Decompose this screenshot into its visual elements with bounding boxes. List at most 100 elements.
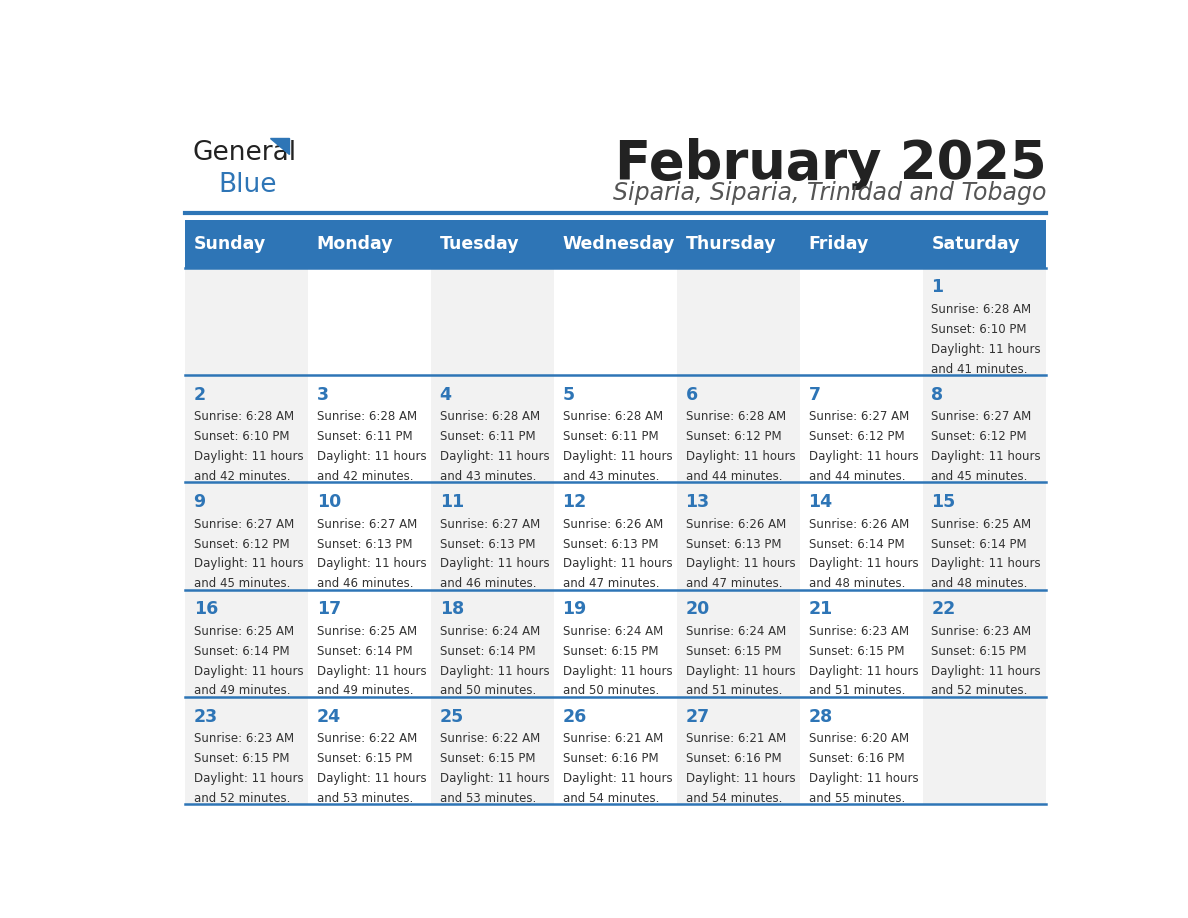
Text: and 47 minutes.: and 47 minutes.: [685, 577, 782, 590]
Text: Daylight: 11 hours: Daylight: 11 hours: [316, 772, 426, 785]
Text: Daylight: 11 hours: Daylight: 11 hours: [685, 557, 795, 570]
Text: 27: 27: [685, 708, 709, 725]
Text: and 48 minutes.: and 48 minutes.: [809, 577, 905, 590]
Text: Sunset: 6:13 PM: Sunset: 6:13 PM: [316, 538, 412, 551]
Text: Sunset: 6:16 PM: Sunset: 6:16 PM: [685, 752, 782, 765]
Text: Sunset: 6:16 PM: Sunset: 6:16 PM: [563, 752, 658, 765]
Text: Sunset: 6:10 PM: Sunset: 6:10 PM: [194, 431, 289, 443]
Text: Daylight: 11 hours: Daylight: 11 hours: [931, 665, 1041, 677]
Text: Sunrise: 6:21 AM: Sunrise: 6:21 AM: [563, 733, 663, 745]
Text: Sunset: 6:12 PM: Sunset: 6:12 PM: [809, 431, 904, 443]
Text: 16: 16: [194, 600, 217, 619]
Text: 19: 19: [563, 600, 587, 619]
Text: February 2025: February 2025: [614, 139, 1047, 190]
Text: Sunset: 6:15 PM: Sunset: 6:15 PM: [316, 752, 412, 765]
Text: and 52 minutes.: and 52 minutes.: [931, 685, 1028, 698]
Text: Sunrise: 6:27 AM: Sunrise: 6:27 AM: [194, 518, 293, 531]
Text: Sunrise: 6:27 AM: Sunrise: 6:27 AM: [931, 410, 1031, 423]
Text: Tuesday: Tuesday: [440, 235, 519, 252]
Bar: [431, 375, 555, 482]
Text: 21: 21: [809, 600, 833, 619]
Bar: [185, 268, 309, 375]
Text: Sunrise: 6:27 AM: Sunrise: 6:27 AM: [809, 410, 909, 423]
Text: Daylight: 11 hours: Daylight: 11 hours: [685, 772, 795, 785]
Bar: [185, 697, 309, 804]
Text: Daylight: 11 hours: Daylight: 11 hours: [440, 450, 549, 463]
Text: Sunset: 6:11 PM: Sunset: 6:11 PM: [316, 431, 412, 443]
Text: Sunrise: 6:23 AM: Sunrise: 6:23 AM: [931, 625, 1031, 638]
Text: and 50 minutes.: and 50 minutes.: [563, 685, 659, 698]
Text: 4: 4: [440, 386, 451, 404]
Bar: [431, 482, 555, 589]
Text: Sunset: 6:15 PM: Sunset: 6:15 PM: [194, 752, 289, 765]
Bar: [923, 268, 1047, 375]
Text: 23: 23: [194, 708, 217, 725]
Text: 25: 25: [440, 708, 463, 725]
Text: and 53 minutes.: and 53 minutes.: [440, 791, 536, 805]
Text: Sunrise: 6:26 AM: Sunrise: 6:26 AM: [809, 518, 909, 531]
Bar: [185, 375, 309, 482]
Text: Sunrise: 6:28 AM: Sunrise: 6:28 AM: [440, 410, 539, 423]
Text: Sunset: 6:13 PM: Sunset: 6:13 PM: [440, 538, 535, 551]
Bar: [185, 482, 309, 589]
Text: Daylight: 11 hours: Daylight: 11 hours: [194, 450, 303, 463]
Text: Sunrise: 6:24 AM: Sunrise: 6:24 AM: [685, 625, 785, 638]
Text: Daylight: 11 hours: Daylight: 11 hours: [194, 772, 303, 785]
Text: and 45 minutes.: and 45 minutes.: [194, 577, 290, 590]
Text: Daylight: 11 hours: Daylight: 11 hours: [194, 665, 303, 677]
Bar: [923, 589, 1047, 697]
Bar: [801, 589, 923, 697]
Text: and 51 minutes.: and 51 minutes.: [685, 685, 782, 698]
Text: Daylight: 11 hours: Daylight: 11 hours: [931, 557, 1041, 570]
Text: and 49 minutes.: and 49 minutes.: [194, 685, 290, 698]
Text: 17: 17: [316, 600, 341, 619]
Text: Sunset: 6:10 PM: Sunset: 6:10 PM: [931, 323, 1026, 336]
Bar: [185, 219, 309, 268]
Text: Sunset: 6:14 PM: Sunset: 6:14 PM: [194, 644, 289, 658]
Text: Thursday: Thursday: [685, 235, 776, 252]
Bar: [677, 375, 801, 482]
Text: 1: 1: [931, 278, 943, 297]
Text: and 53 minutes.: and 53 minutes.: [316, 791, 413, 805]
Text: Sunrise: 6:26 AM: Sunrise: 6:26 AM: [563, 518, 663, 531]
Bar: [555, 268, 677, 375]
Text: Daylight: 11 hours: Daylight: 11 hours: [440, 557, 549, 570]
Text: and 54 minutes.: and 54 minutes.: [563, 791, 659, 805]
Text: Sunrise: 6:25 AM: Sunrise: 6:25 AM: [194, 625, 293, 638]
Text: and 55 minutes.: and 55 minutes.: [809, 791, 905, 805]
Text: Monday: Monday: [316, 235, 393, 252]
Text: Daylight: 11 hours: Daylight: 11 hours: [809, 557, 918, 570]
Text: 22: 22: [931, 600, 955, 619]
Text: 8: 8: [931, 386, 943, 404]
Text: Daylight: 11 hours: Daylight: 11 hours: [809, 772, 918, 785]
Text: 20: 20: [685, 600, 709, 619]
Bar: [801, 375, 923, 482]
Text: Sunrise: 6:22 AM: Sunrise: 6:22 AM: [316, 733, 417, 745]
Text: and 43 minutes.: and 43 minutes.: [563, 470, 659, 483]
Text: Sunrise: 6:21 AM: Sunrise: 6:21 AM: [685, 733, 785, 745]
Bar: [555, 482, 677, 589]
Bar: [309, 375, 431, 482]
Text: Sunday: Sunday: [194, 235, 266, 252]
Text: Sunset: 6:12 PM: Sunset: 6:12 PM: [194, 538, 289, 551]
Text: 3: 3: [316, 386, 329, 404]
Bar: [801, 482, 923, 589]
Text: Siparia, Siparia, Trinidad and Tobago: Siparia, Siparia, Trinidad and Tobago: [613, 181, 1047, 205]
Bar: [309, 589, 431, 697]
Text: and 45 minutes.: and 45 minutes.: [931, 470, 1028, 483]
Text: Daylight: 11 hours: Daylight: 11 hours: [316, 665, 426, 677]
Text: and 54 minutes.: and 54 minutes.: [685, 791, 782, 805]
Text: 24: 24: [316, 708, 341, 725]
Bar: [677, 219, 801, 268]
Text: Sunset: 6:16 PM: Sunset: 6:16 PM: [809, 752, 904, 765]
Text: Sunset: 6:11 PM: Sunset: 6:11 PM: [440, 431, 536, 443]
Text: 14: 14: [809, 493, 833, 511]
Bar: [555, 697, 677, 804]
Text: Daylight: 11 hours: Daylight: 11 hours: [685, 665, 795, 677]
Text: Blue: Blue: [219, 173, 277, 198]
Text: Sunrise: 6:20 AM: Sunrise: 6:20 AM: [809, 733, 909, 745]
Bar: [555, 219, 677, 268]
Text: Sunrise: 6:22 AM: Sunrise: 6:22 AM: [440, 733, 539, 745]
Text: Sunset: 6:11 PM: Sunset: 6:11 PM: [563, 431, 658, 443]
Text: and 51 minutes.: and 51 minutes.: [809, 685, 905, 698]
